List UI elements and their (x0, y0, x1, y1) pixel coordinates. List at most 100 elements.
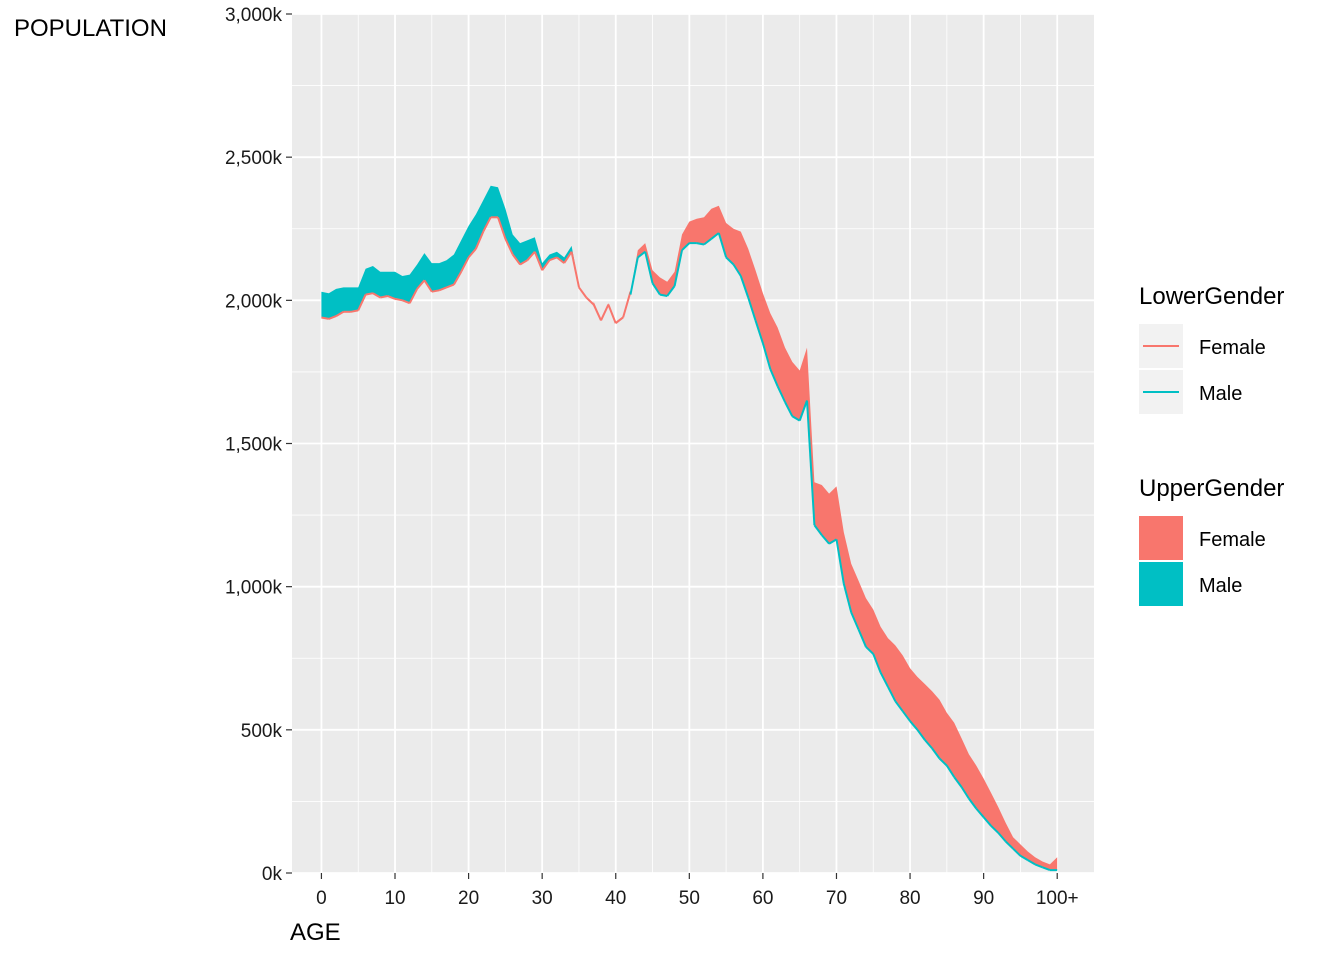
lower-line-segment (357, 294, 367, 311)
lower-line-segment (556, 256, 565, 264)
lower-line-segment (931, 747, 941, 760)
lower-line-segment (791, 415, 801, 422)
lower-line-segment (511, 253, 521, 266)
y-tick-label: 0k (262, 864, 283, 885)
series-lines (321, 216, 1058, 872)
lower-line-segment (769, 368, 779, 387)
lower-line-segment (637, 250, 646, 259)
legend-key-swatch (1139, 562, 1183, 606)
lower-line-segment (828, 538, 838, 545)
lower-line-segment (541, 259, 551, 271)
lower-line-segment (592, 304, 602, 321)
lower-line-segment (821, 534, 830, 545)
x-tick-label: 10 (384, 888, 405, 909)
lower-line-segment (629, 257, 639, 295)
lower-line-segment (408, 288, 418, 304)
legend-label: Male (1199, 383, 1242, 405)
lower-line-segment (467, 248, 477, 259)
lower-line-segment (578, 286, 588, 299)
y-tick-label: 2,000k (225, 291, 283, 312)
lower-line-segment (924, 739, 933, 750)
lower-line-segment (335, 310, 345, 317)
lower-line-segment (975, 807, 985, 818)
lower-line-segment (644, 251, 654, 284)
lower-line-segment (1005, 840, 1014, 850)
lower-line-segment (953, 776, 963, 788)
lower-line-segment (990, 825, 999, 834)
legend: LowerGender Female Male UpperGender Female Ma… (1139, 283, 1284, 606)
lower-line-segment (328, 315, 337, 320)
lower-line-segment (438, 286, 447, 292)
lower-line-segment (600, 304, 610, 321)
lower-line-segment (431, 289, 440, 293)
lower-line-segment (916, 729, 926, 741)
lower-line-segment (350, 309, 359, 313)
lower-line-segment (549, 256, 558, 262)
lower-line-segment (504, 238, 514, 255)
lower-line-segment (372, 292, 381, 299)
lower-line-segment (761, 343, 772, 370)
lower-line-segment (380, 295, 388, 299)
x-axis: 0 10 20 30 40 50 60 70 80 90 100+ (316, 873, 1079, 909)
lower-line-segment (519, 259, 528, 266)
legend-label: Male (1199, 575, 1242, 597)
x-tick-label: 60 (752, 888, 773, 909)
lower-line-segment (960, 786, 970, 800)
lower-line-segment (460, 256, 470, 273)
lower-line-segment (659, 293, 668, 297)
y-axis: 0k 500k 1,000k 1,500k 2,000k 2,500k 3,000k (225, 5, 292, 885)
legend-title: UpperGender (1139, 475, 1284, 502)
lower-line-segment (997, 832, 1007, 843)
lower-line-segment (725, 256, 735, 266)
lower-line-segment (857, 629, 867, 648)
lower-line-segment (850, 612, 860, 630)
y-tick-label: 1,000k (225, 578, 283, 599)
lower-line-segment (1012, 847, 1022, 857)
lower-line-segment (365, 292, 374, 296)
lower-line-segment (615, 316, 624, 324)
lower-line-segment (776, 385, 786, 403)
lower-line-segment (798, 400, 808, 421)
lower-line-segment (622, 291, 632, 318)
lower-line-segment (446, 283, 455, 289)
lower-line-segment (1027, 859, 1036, 866)
lower-line-segment (696, 242, 705, 246)
lower-line-segment (607, 304, 617, 324)
lower-line-segment (570, 251, 580, 288)
lower-line-segment (982, 816, 992, 827)
lower-line-segment (938, 757, 948, 767)
lower-line-segment (887, 686, 897, 702)
y-tick-label: 1,500k (225, 435, 283, 456)
grid-lines (292, 13, 1094, 874)
x-tick-label: 40 (605, 888, 626, 909)
lower-line-segment (842, 583, 853, 613)
lower-line-segment (909, 720, 919, 731)
lower-line-segment (1034, 863, 1043, 869)
lower-line-segment (1019, 854, 1029, 861)
legend-label: Female (1199, 529, 1266, 551)
legend-title: LowerGender (1139, 283, 1284, 310)
lower-line-segment (394, 297, 403, 302)
lower-line-segment (666, 285, 676, 297)
lower-line-segment (673, 249, 683, 287)
lower-line-segment (563, 251, 573, 264)
lower-line-segment (703, 238, 713, 246)
x-tick-label: 30 (532, 888, 553, 909)
lower-line-segment (387, 295, 396, 300)
lower-line-segment (526, 251, 536, 261)
lower-line-segment (474, 231, 485, 250)
lower-line-segment (747, 297, 757, 321)
legend-label: Female (1199, 337, 1266, 359)
lower-line-segment (710, 232, 720, 240)
lower-line-segment (1042, 866, 1051, 872)
y-tick-label: 3,000k (225, 5, 283, 26)
x-tick-label: 50 (679, 888, 700, 909)
lower-line-segment (945, 765, 956, 778)
y-axis-title: POPULATION (14, 15, 167, 42)
lower-line-segment (681, 242, 690, 251)
x-tick-label: 90 (973, 888, 994, 909)
x-tick-label: 70 (826, 888, 847, 909)
y-tick-label: 2,500k (225, 148, 283, 169)
lower-line-segment (872, 653, 882, 673)
